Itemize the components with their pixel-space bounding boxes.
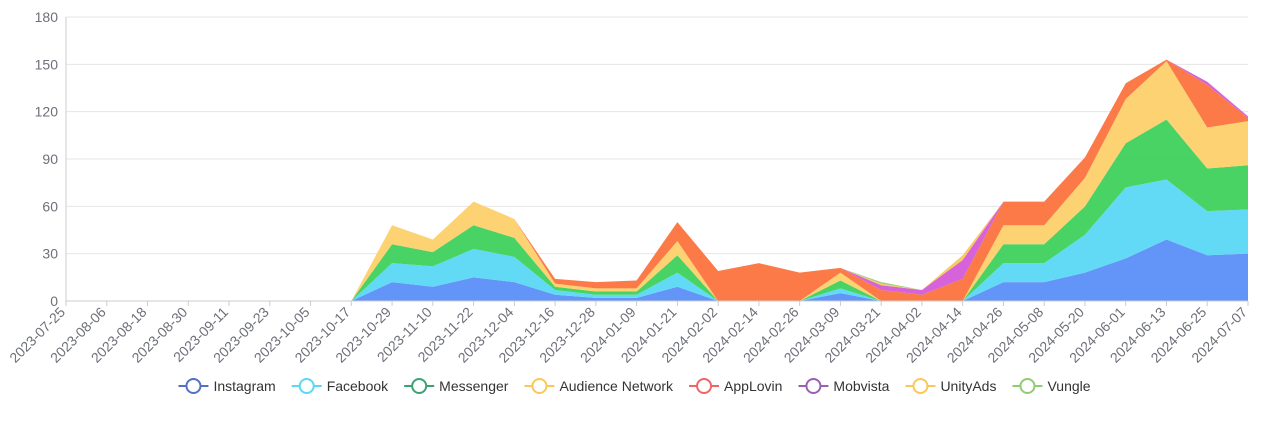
legend-label: Audience Network [559, 378, 674, 394]
legend-symbol [298, 378, 315, 394]
legend-symbol [531, 378, 548, 394]
legend-item-audience-network[interactable]: Audience Network [524, 378, 674, 394]
legend-item-applovin[interactable]: AppLovin [689, 378, 782, 394]
y-tick-label: 120 [35, 104, 59, 120]
y-tick-label: 0 [50, 293, 58, 309]
y-tick-label: 60 [42, 198, 58, 214]
y-tick-label: 150 [35, 56, 59, 72]
legend-label: Facebook [327, 378, 389, 394]
y-tick-label: 180 [35, 9, 59, 25]
legend-item-mobvista[interactable]: Mobvista [798, 378, 890, 394]
legend-symbol [696, 378, 713, 394]
area-facebook [66, 179, 1248, 301]
legend-symbol [411, 378, 428, 394]
legend-item-messenger[interactable]: Messenger [404, 378, 509, 394]
area-instagram [66, 239, 1248, 301]
legend-label: Messenger [439, 378, 509, 394]
legend-label: Mobvista [833, 378, 889, 394]
area-series [66, 59, 1248, 302]
legend-item-vungle[interactable]: Vungle [1012, 378, 1091, 394]
legend: Instagram Facebook Messenger Audience Netwo… [178, 378, 1091, 394]
legend-symbol [185, 378, 202, 394]
y-tick-label: 90 [42, 151, 58, 167]
legend-label: AppLovin [724, 378, 782, 394]
legend-symbol [1019, 378, 1036, 394]
legend-item-unityads[interactable]: UnityAds [905, 378, 996, 394]
legend-label: Vungle [1047, 378, 1090, 394]
legend-symbol [912, 378, 929, 394]
y-tick-label: 30 [42, 246, 58, 262]
legend-item-facebook[interactable]: Facebook [291, 378, 389, 394]
legend-item-instagram[interactable]: Instagram [178, 378, 276, 394]
legend-label: UnityAds [940, 378, 996, 394]
legend-symbol [805, 378, 822, 394]
legend-label: Instagram [213, 378, 275, 394]
area-applovin [66, 59, 1248, 301]
